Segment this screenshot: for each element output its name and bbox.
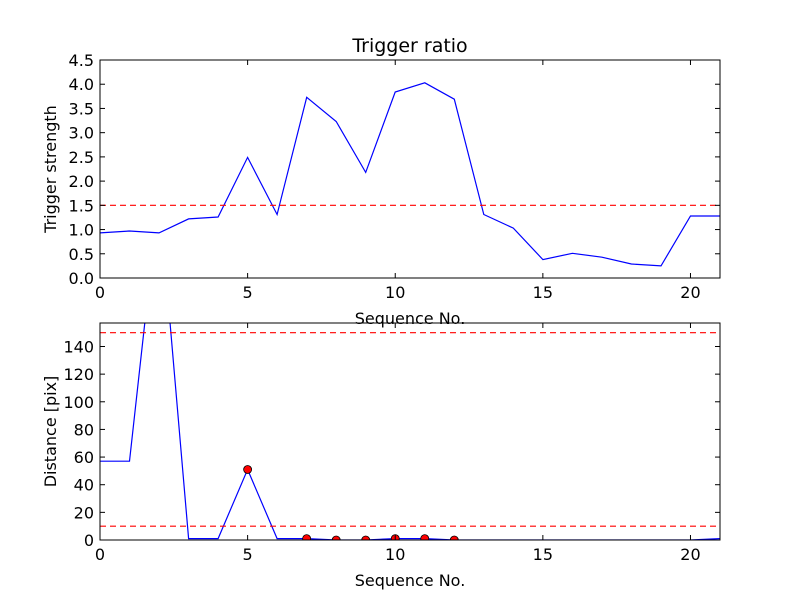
y-tick-label: 80 [74,420,94,439]
y-tick-label: 3.0 [69,124,94,143]
series-line [100,82,720,267]
x-tick-label: 20 [680,545,700,564]
y-tick-label: 1.5 [69,196,94,215]
y-axis-label: Trigger strength [41,105,60,234]
data-point [420,534,430,540]
axes-frame [99,322,721,541]
x-axis-label: Sequence No. [355,309,466,328]
x-tick-label: 15 [533,283,553,302]
y-tick-label: 4.0 [69,75,94,94]
y-tick-label: 0.5 [69,245,94,264]
data-point [449,535,459,540]
y-tick-label: 60 [74,448,94,467]
x-tick-label: 15 [533,545,553,564]
x-tick-label: 10 [385,283,405,302]
data-point [331,535,341,540]
x-tick-label: 0 [95,545,105,564]
y-tick-label: 120 [63,365,94,384]
y-tick-label: 20 [74,503,94,522]
plot-area [100,82,720,267]
y-tick-label: 0 [84,531,94,550]
data-point [302,534,312,540]
plot-area [100,323,720,540]
x-tick-label: 5 [243,283,253,302]
chart-2: 0 5 10 15 20 0 20 40 60 80 100 120 140 Sequence No. Di… [41,322,721,590]
y-tick-label: 2.5 [69,148,94,167]
x-tick-label: 10 [385,545,405,564]
axes-frame [99,59,721,279]
data-point [243,465,253,474]
x-tick-label: 5 [243,545,253,564]
y-axis-label: Distance [pix] [41,376,60,488]
y-tick-label: 4.5 [69,51,94,70]
chart-title: Trigger ratio [351,35,467,57]
chart-1: 0 5 10 15 20 0.0 0.5 1.0 1.5 2.0 2.5 3.0 3.5 4.0 4.5 Tr… [41,35,721,328]
x-tick-label: 0 [95,283,105,302]
y-tick-label: 2.0 [69,172,94,191]
y-tick-label: 0.0 [69,269,94,288]
y-tick-label: 3.5 [69,99,94,118]
series-line [100,323,720,540]
data-point [361,535,371,540]
x-tick-label: 20 [680,283,700,302]
y-tick-label: 100 [63,393,94,412]
x-axis-label: Sequence No. [355,571,466,590]
y-tick-label: 1.0 [69,221,94,240]
y-tick-label: 40 [74,476,94,495]
y-tick-label: 140 [63,337,94,356]
